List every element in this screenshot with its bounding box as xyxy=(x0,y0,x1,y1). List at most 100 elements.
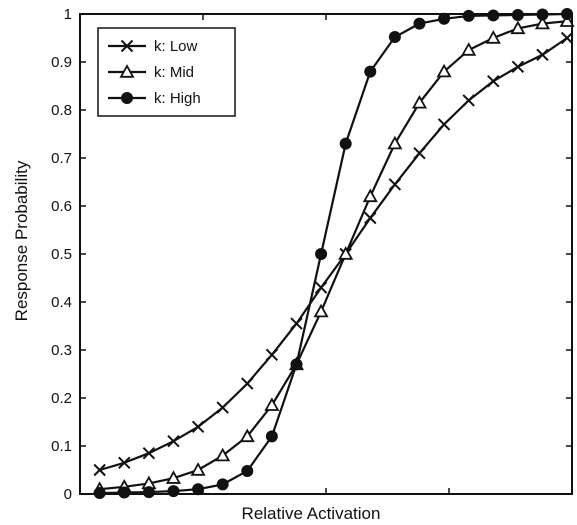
data-point xyxy=(487,9,500,22)
y-tick-label: 0 xyxy=(64,486,72,503)
data-point xyxy=(413,17,426,30)
legend-marker xyxy=(120,39,134,53)
data-point xyxy=(388,31,401,44)
data-point xyxy=(388,178,402,191)
x-marker-stroke xyxy=(290,317,303,330)
legend-label: k: High xyxy=(154,90,201,107)
data-point xyxy=(191,420,205,434)
y-tick-label: 0.8 xyxy=(51,102,72,119)
y-tick-label: 0.3 xyxy=(51,342,72,359)
x-marker-stroke xyxy=(314,281,328,294)
data-point xyxy=(264,397,280,411)
legend-marker xyxy=(121,92,133,104)
y-tick-label: 0.7 xyxy=(51,150,72,167)
data-point xyxy=(536,8,549,21)
data-point xyxy=(165,470,182,484)
legend-label: k: Mid xyxy=(154,64,194,81)
y-tick-label: 0.6 xyxy=(51,198,72,215)
data-point xyxy=(265,430,278,443)
data-point xyxy=(167,485,180,498)
data-point xyxy=(290,317,303,330)
x-marker-stroke xyxy=(265,348,279,362)
legend: k: Low k: Mid k: High xyxy=(97,27,236,117)
data-point xyxy=(511,60,525,74)
data-point xyxy=(462,94,475,107)
data-point xyxy=(436,63,452,78)
x-marker-stroke xyxy=(437,118,451,131)
data-point xyxy=(93,463,106,477)
data-point xyxy=(510,20,526,35)
y-tick-label: 0.1 xyxy=(51,438,72,455)
data-point xyxy=(511,8,524,21)
x-marker-stroke xyxy=(216,401,229,414)
data-point xyxy=(142,486,155,499)
data-point xyxy=(485,30,501,44)
data-point xyxy=(192,483,205,496)
x-marker-stroke xyxy=(560,31,574,45)
data-point xyxy=(438,12,451,25)
data-point xyxy=(290,358,303,371)
data-point xyxy=(167,434,180,448)
x-marker-stroke xyxy=(241,377,254,390)
data-point xyxy=(411,94,428,109)
data-point xyxy=(265,348,279,362)
y-tick-label: 0.2 xyxy=(51,390,72,407)
data-point xyxy=(338,246,354,260)
y-tick-label: 0.4 xyxy=(51,294,72,311)
x-marker-stroke xyxy=(120,39,134,53)
data-point xyxy=(339,137,352,150)
data-point xyxy=(413,146,426,160)
data-point xyxy=(560,31,574,45)
x-marker-stroke xyxy=(93,463,106,477)
data-point xyxy=(118,486,131,499)
x-marker-stroke xyxy=(536,48,549,62)
x-marker-stroke xyxy=(462,94,475,107)
data-point xyxy=(315,248,328,260)
x-marker-stroke xyxy=(191,420,205,434)
x-marker-stroke xyxy=(118,456,131,470)
x-marker-stroke xyxy=(487,74,500,88)
data-point xyxy=(216,401,229,414)
legend-entry: k: Low xyxy=(108,38,198,55)
x-axis-title: Relative Activation xyxy=(242,504,381,523)
x-marker-stroke xyxy=(388,178,402,191)
data-point xyxy=(487,74,500,88)
data-point xyxy=(241,377,254,390)
y-tick-label: 0.9 xyxy=(51,54,72,71)
data-point xyxy=(190,462,206,476)
data-point xyxy=(241,464,254,477)
data-point xyxy=(437,118,451,131)
data-point xyxy=(461,42,477,56)
data-point xyxy=(462,9,475,22)
x-marker-stroke xyxy=(364,211,377,225)
y-axis-title: Response Probability xyxy=(12,160,31,321)
data-point xyxy=(239,428,255,443)
data-point xyxy=(216,478,229,491)
y-tick-label: 1 xyxy=(64,6,72,23)
data-point xyxy=(142,446,156,460)
x-marker-stroke xyxy=(167,434,180,448)
data-point xyxy=(118,456,131,470)
data-point xyxy=(364,65,377,78)
data-point xyxy=(364,211,377,225)
x-marker-stroke xyxy=(413,146,426,160)
data-point xyxy=(536,48,549,62)
data-point xyxy=(559,13,575,27)
legend-entry: k: Mid xyxy=(108,64,194,81)
y-axis-ticks: 0 0.1 0.2 0.3 0.4 0.5 0.6 0.7 0.8 0.9 1 xyxy=(51,6,572,503)
data-point xyxy=(93,487,106,500)
series-layer xyxy=(92,8,575,500)
data-point xyxy=(314,281,328,294)
x-marker-stroke xyxy=(142,446,156,460)
series-k-low xyxy=(93,31,574,477)
legend-marker xyxy=(119,64,135,78)
legend-label: k: Low xyxy=(154,38,198,55)
data-point xyxy=(215,447,231,462)
data-point xyxy=(387,135,403,150)
data-point xyxy=(313,303,329,318)
data-point xyxy=(561,8,574,20)
legend-entry: k: High xyxy=(108,90,201,107)
x-marker-stroke xyxy=(511,60,525,74)
